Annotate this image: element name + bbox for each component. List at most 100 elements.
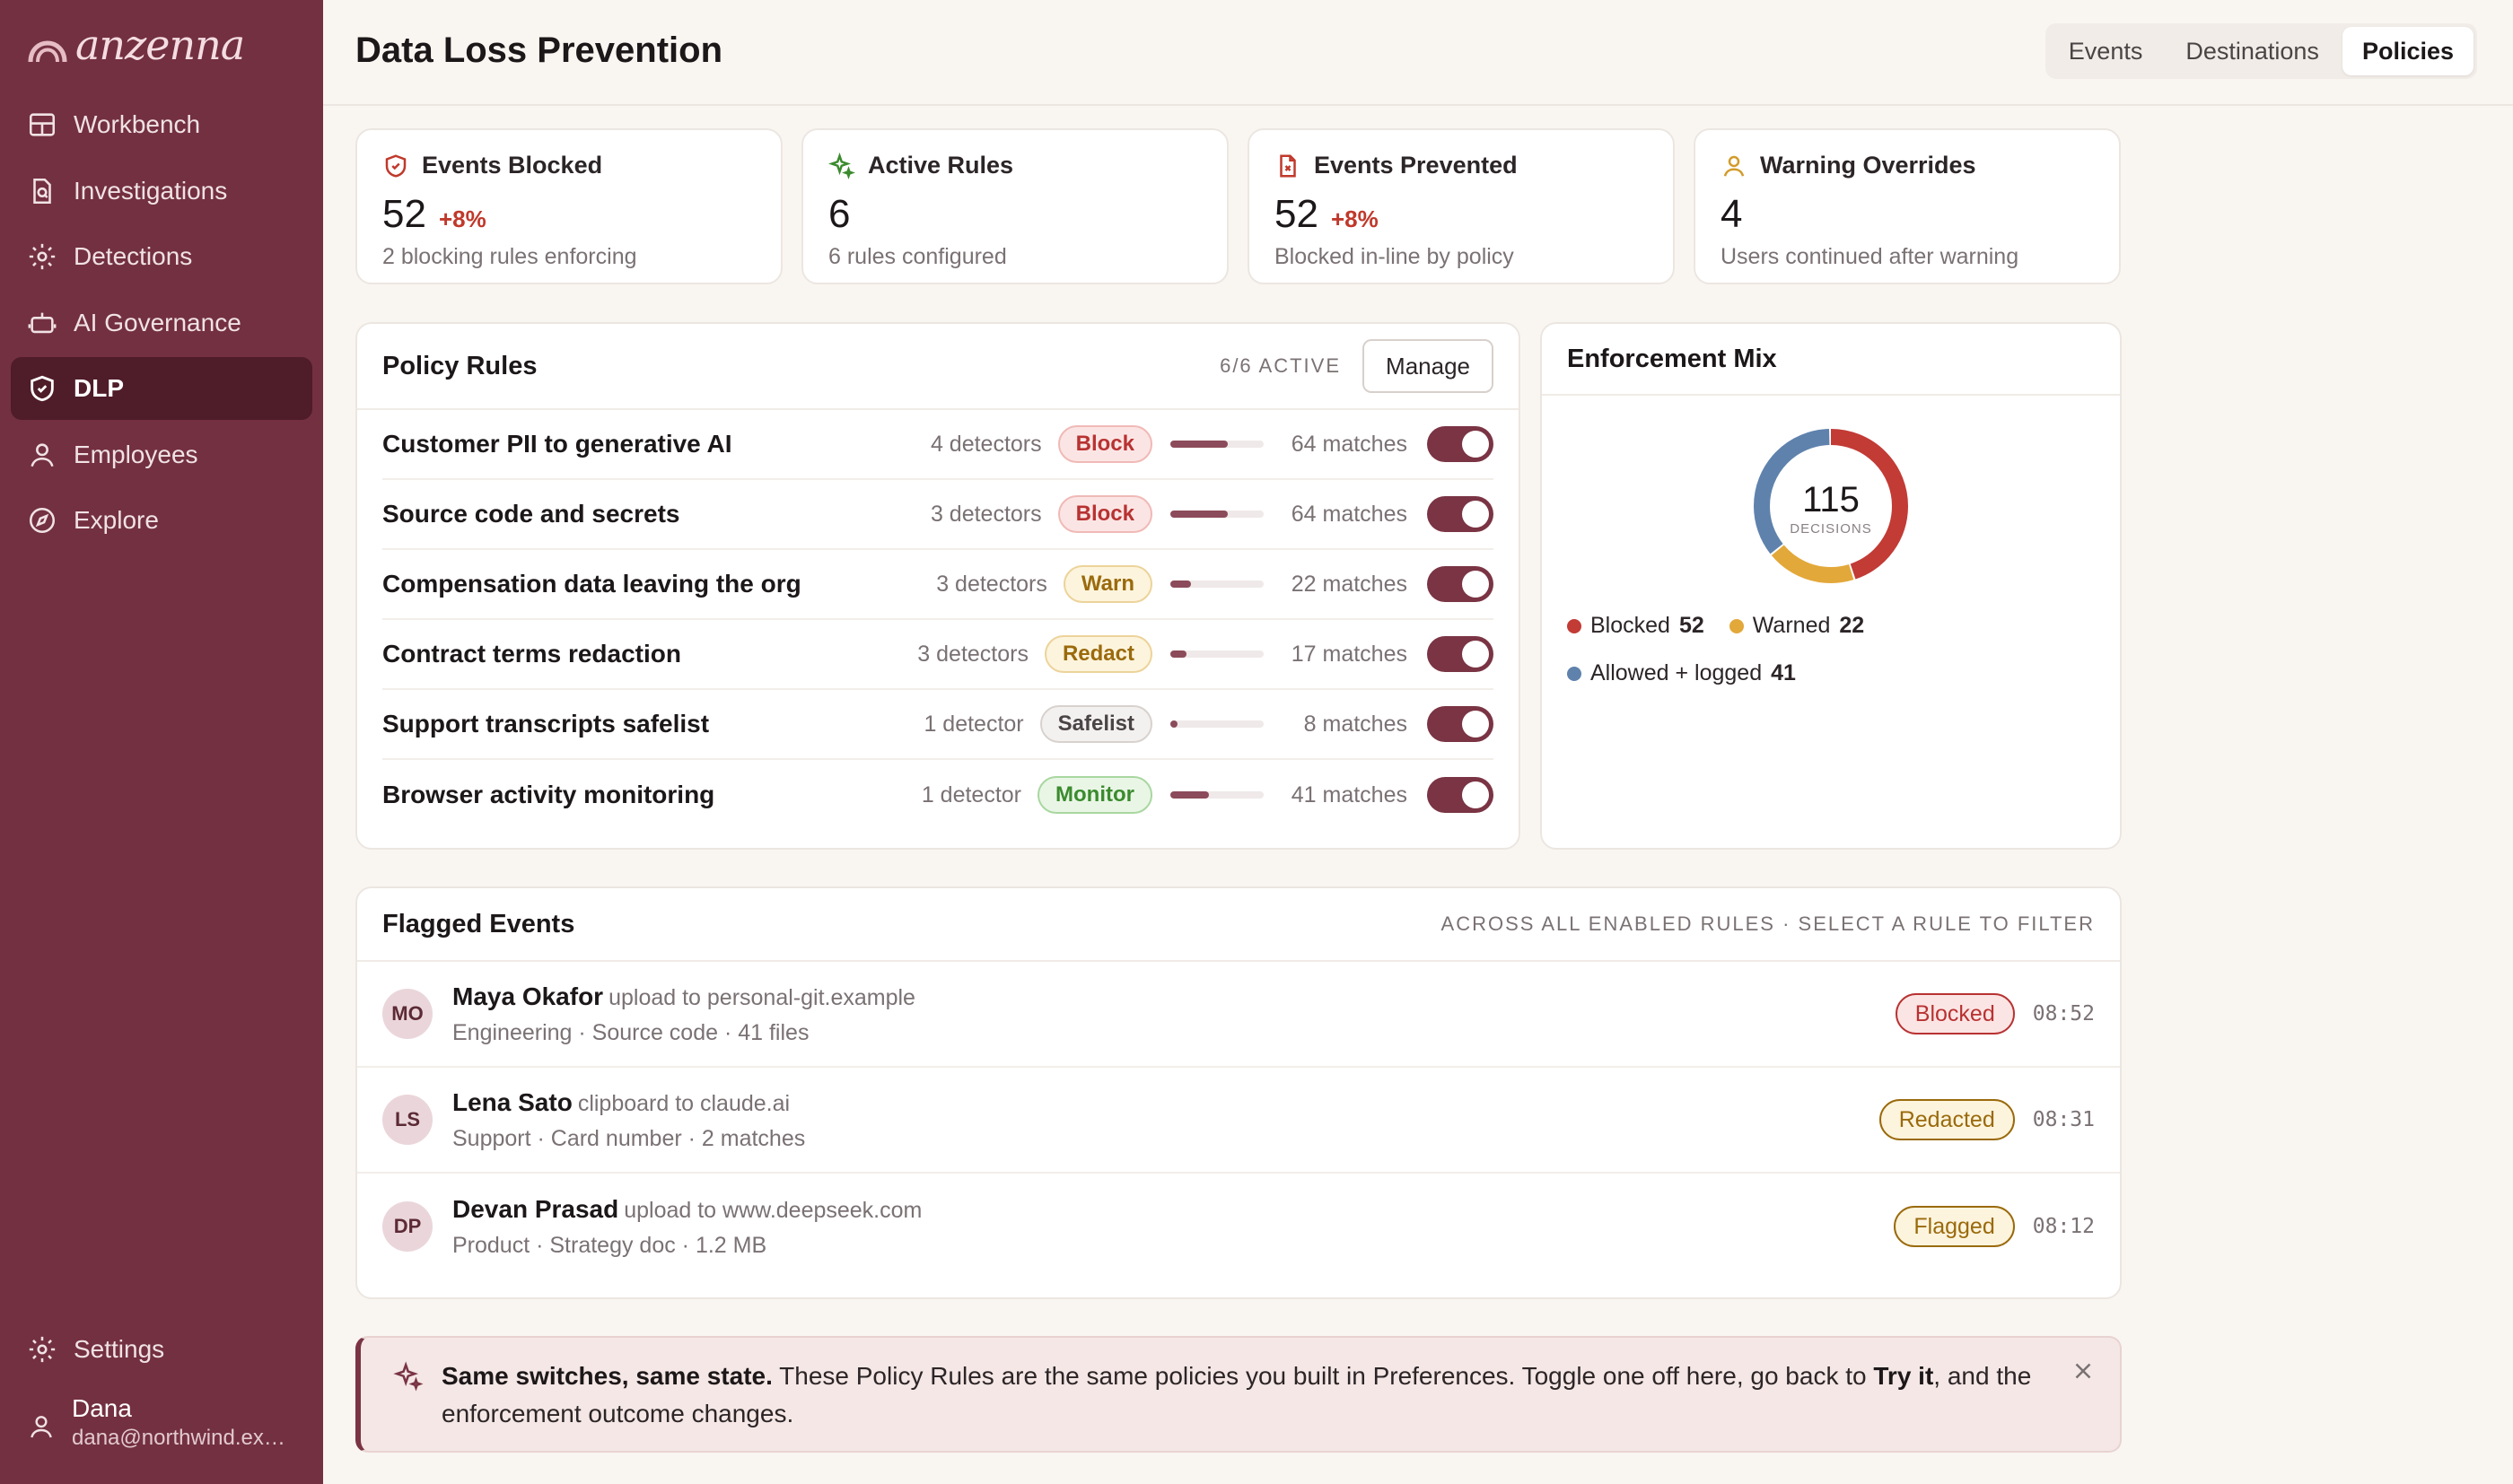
sidebar-item-settings[interactable]: Settings bbox=[11, 1318, 312, 1381]
action-badge: Redact bbox=[1044, 635, 1152, 673]
stat-card-events-prevented: Events Prevented 52 +8% Blocked in-line … bbox=[1248, 128, 1675, 284]
legend-value: 41 bbox=[1771, 660, 1796, 685]
sidebar-item-ai-governance[interactable]: AI Governance bbox=[11, 292, 312, 354]
legend-value: 52 bbox=[1678, 613, 1704, 638]
rule-row[interactable]: Source code and secrets 3 detectors Bloc… bbox=[382, 480, 1493, 550]
policy-rules-panel: Policy Rules 6/6 ACTIVE Manage Customer … bbox=[355, 322, 1520, 850]
rule-toggle[interactable] bbox=[1427, 426, 1493, 462]
rule-row[interactable]: Browser activity monitoring 1 detector M… bbox=[382, 760, 1493, 830]
info-banner: Same switches, same state. These Policy … bbox=[355, 1336, 2122, 1453]
action-badge: Monitor bbox=[1038, 776, 1152, 814]
stat-value: 4 bbox=[1721, 192, 1743, 236]
stat-value: 52 bbox=[1274, 192, 1318, 236]
sidebar-item-label: DLP bbox=[74, 374, 124, 402]
rule-toggle[interactable] bbox=[1427, 636, 1493, 672]
stat-delta: +8% bbox=[1330, 205, 1379, 232]
compass-icon bbox=[29, 507, 56, 534]
layout-icon bbox=[29, 113, 56, 136]
event-user: Devan Prasad bbox=[452, 1194, 619, 1223]
event-row[interactable]: MO Maya Okafor upload to personal-git.exa… bbox=[357, 962, 2120, 1068]
rule-toggle[interactable] bbox=[1427, 777, 1493, 813]
enforcement-mix-panel: Enforcement Mix 115 DECISIONS Blocked 52… bbox=[1540, 322, 2122, 850]
rule-name: Compensation data leaving the org bbox=[382, 570, 801, 598]
rule-name: Support transcripts safelist bbox=[382, 710, 710, 738]
action-badge: Warn bbox=[1063, 565, 1152, 603]
logo-mark-icon bbox=[28, 40, 67, 63]
match-bar bbox=[1170, 441, 1264, 448]
gear-icon bbox=[29, 1336, 56, 1363]
event-meta: Support · Card number · 2 matches bbox=[452, 1125, 806, 1151]
rule-row[interactable]: Customer PII to generative AI 4 detector… bbox=[382, 410, 1493, 480]
sidebar-nav: Workbench Investigations Detections AI G… bbox=[11, 93, 312, 555]
sidebar-item-investigations[interactable]: Investigations bbox=[11, 160, 312, 223]
match-bar bbox=[1170, 511, 1264, 518]
tab-events[interactable]: Events bbox=[2068, 37, 2143, 65]
sidebar-item-detections[interactable]: Detections bbox=[11, 225, 312, 288]
rule-row[interactable]: Support transcripts safelist 1 detector … bbox=[382, 690, 1493, 760]
donut-segment-warned bbox=[1754, 429, 1908, 583]
match-bar-fill bbox=[1170, 650, 1186, 658]
tab-policies[interactable]: Policies bbox=[2342, 27, 2474, 75]
user-icon bbox=[31, 1416, 52, 1438]
legend-label: Allowed + logged bbox=[1590, 660, 1763, 685]
sidebar-item-employees[interactable]: Employees bbox=[11, 423, 312, 486]
banner-lead: Same switches, same state. bbox=[442, 1362, 773, 1390]
stat-value: 52 bbox=[382, 192, 426, 236]
tab-destinations[interactable]: Destinations bbox=[2185, 37, 2319, 65]
logo-text: anzenna bbox=[75, 21, 245, 69]
rule-matches: 64 matches bbox=[1291, 501, 1407, 527]
sidebar-item-workbench[interactable]: Workbench bbox=[11, 93, 312, 156]
rule-list: Customer PII to generative AI 4 detector… bbox=[357, 410, 1519, 830]
stat-subtitle: 2 blocking rules enforcing bbox=[382, 244, 637, 269]
match-bar-fill bbox=[1170, 511, 1229, 518]
flagged-events-panel: Flagged Events ACROSS ALL ENABLED RULES … bbox=[355, 886, 2122, 1299]
sidebar-item-label: Investigations bbox=[74, 176, 228, 205]
sidebar-item-explore[interactable]: Explore bbox=[11, 489, 312, 552]
rule-toggle[interactable] bbox=[1427, 706, 1493, 742]
match-bar-fill bbox=[1170, 791, 1209, 799]
sidebar-item-label: Detections bbox=[74, 242, 193, 270]
rule-row[interactable]: Compensation data leaving the org 3 dete… bbox=[382, 550, 1493, 620]
legend-item-allowed: Allowed + logged 41 bbox=[1567, 660, 1796, 686]
logo[interactable]: anzenna bbox=[25, 18, 245, 72]
event-time: 08:31 bbox=[2032, 1108, 2095, 1131]
user-account[interactable]: Dana dana@northwind.example.com bbox=[27, 1392, 296, 1452]
rule-matches: 22 matches bbox=[1291, 571, 1407, 597]
legend-dot bbox=[1567, 618, 1581, 633]
legend-dot bbox=[1729, 618, 1744, 633]
legend-dot bbox=[1567, 666, 1581, 681]
avatar: LS bbox=[382, 1095, 433, 1145]
match-bar bbox=[1170, 791, 1264, 799]
rule-name: Source code and secrets bbox=[382, 500, 680, 528]
stat-card-active-rules: Active Rules 6 6 rules configured bbox=[801, 128, 1229, 284]
event-row[interactable]: LS Lena Sato clipboard to claude.ai Suppo… bbox=[357, 1068, 2120, 1174]
rule-row[interactable]: Contract terms redaction 3 detectors Red… bbox=[382, 620, 1493, 690]
sidebar-item-label: Settings bbox=[74, 1335, 165, 1363]
sidebar: anzenna Workbench Investigations Detecti… bbox=[0, 0, 323, 1484]
event-time: 08:12 bbox=[2032, 1215, 2095, 1238]
donut-legend: Blocked 52 Warned 22 Allowed + logged 41 bbox=[1567, 613, 1864, 708]
manage-button[interactable]: Manage bbox=[1362, 339, 1493, 393]
event-row[interactable]: DP Devan Prasad upload to www.deepseek.co… bbox=[357, 1174, 2120, 1279]
rule-matches: 41 matches bbox=[1291, 781, 1407, 807]
rule-matches: 8 matches bbox=[1303, 711, 1407, 737]
donut-total: 115 bbox=[1802, 480, 1860, 519]
legend-item-blocked: Blocked 52 bbox=[1567, 613, 1704, 639]
file-x-icon bbox=[1280, 154, 1296, 177]
sidebar-item-dlp[interactable]: DLP bbox=[11, 357, 312, 420]
avatar: DP bbox=[382, 1201, 433, 1252]
close-icon[interactable] bbox=[2070, 1357, 2097, 1384]
shield-icon bbox=[31, 375, 54, 402]
status-badge: Redacted bbox=[1878, 1099, 2015, 1140]
sidebar-item-label: Employees bbox=[74, 440, 198, 468]
sidebar-item-label: Workbench bbox=[74, 110, 201, 138]
rule-toggle[interactable] bbox=[1427, 496, 1493, 532]
banner-try-it: Try it bbox=[1873, 1362, 1934, 1390]
sparkle-icon bbox=[393, 1361, 424, 1392]
panel-title: Flagged Events bbox=[382, 909, 575, 938]
rule-toggle[interactable] bbox=[1427, 566, 1493, 602]
stat-title: Events Prevented bbox=[1314, 152, 1518, 179]
sidebar-item-label: Explore bbox=[74, 506, 159, 534]
action-badge: Safelist bbox=[1039, 705, 1152, 743]
rule-name: Browser activity monitoring bbox=[382, 781, 715, 808]
